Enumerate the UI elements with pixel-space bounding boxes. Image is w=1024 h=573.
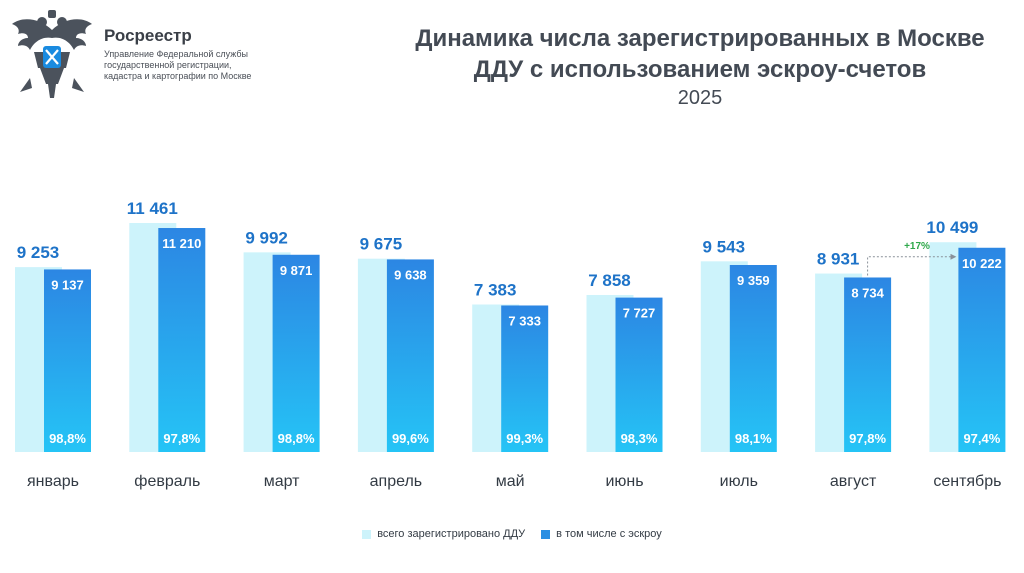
total-value-label: 7 383 <box>474 280 517 299</box>
growth-arrow <box>867 253 957 276</box>
total-value-label: 9 253 <box>17 243 60 262</box>
bar-escrow <box>958 247 1006 452</box>
category-label: январь <box>27 473 79 490</box>
bar-escrow <box>272 254 320 452</box>
total-value-label: 9 675 <box>360 235 403 254</box>
escrow-value-label: 7 727 <box>623 306 656 321</box>
share-percent-label: 98,8% <box>49 431 86 446</box>
chart-title-line1: Динамика числа зарегистрированных в Моск… <box>415 25 985 52</box>
category-label: апрель <box>370 473 423 490</box>
category-label: май <box>496 473 525 490</box>
bar-escrow <box>44 269 91 452</box>
legend-item-escrow: в том числе с эскроу <box>541 528 662 540</box>
org-subtitle-line: Управление Федеральной службы <box>104 49 248 59</box>
chart-title-line2: ДДУ с использованием эскроу-счетов <box>473 56 927 83</box>
share-percent-label: 98,3% <box>621 431 658 446</box>
category-label: август <box>830 473 877 490</box>
legend-item-total: всего зарегистрировано ДДУ <box>362 528 525 540</box>
escrow-value-label: 9 638 <box>394 267 427 282</box>
total-value-label: 11 461 <box>127 199 178 218</box>
rosreestr-emblem-logo <box>12 10 92 98</box>
escrow-value-label: 9 871 <box>280 263 313 278</box>
bars-layer: 9 253 9 137 98,8% январь 11 461 11 210 97,8% фе… <box>15 199 1006 490</box>
category-label: сентябрь <box>933 473 1001 490</box>
share-percent-label: 97,8% <box>163 431 200 446</box>
escrow-value-label: 10 222 <box>962 256 1002 271</box>
bar-escrow <box>615 297 663 452</box>
category-label: февраль <box>134 473 200 490</box>
bar-escrow <box>844 277 892 452</box>
org-subtitle-line: кадастра и картографии по Москве <box>104 71 252 81</box>
total-value-label: 9 543 <box>703 237 746 256</box>
growth-annotation-label: +17% <box>904 241 930 252</box>
escrow-value-label: 9 359 <box>737 273 770 288</box>
escrow-value-label: 7 333 <box>508 313 541 328</box>
category-label: июнь <box>605 473 643 490</box>
legend-swatch-escrow <box>541 529 551 539</box>
total-value-label: 10 499 <box>926 218 978 237</box>
bar-escrow <box>158 228 206 452</box>
legend-label-escrow: в том числе с эскроу <box>556 528 662 540</box>
share-percent-label: 98,8% <box>278 431 315 446</box>
category-label: март <box>264 473 300 490</box>
org-name: Росреестр <box>104 26 192 45</box>
chart-subtitle-year: 2025 <box>677 87 723 109</box>
share-percent-label: 99,3% <box>506 431 543 446</box>
share-percent-label: 98,1% <box>735 431 772 446</box>
share-percent-label: 97,8% <box>849 431 886 446</box>
bar-escrow <box>501 305 549 452</box>
legend-label-total: всего зарегистрировано ДДУ <box>377 528 526 540</box>
escrow-value-label: 11 210 <box>162 236 201 251</box>
chart-legend: всего зарегистрировано ДДУ в том числе с… <box>0 528 1024 540</box>
org-subtitle: Управление Федеральной службы государств… <box>104 49 284 82</box>
bar-escrow <box>729 264 777 452</box>
escrow-value-label: 8 734 <box>851 285 884 300</box>
bar-escrow <box>386 259 434 452</box>
total-value-label: 8 931 <box>817 250 860 269</box>
share-percent-label: 99,6% <box>392 431 429 446</box>
legend-swatch-total <box>362 529 372 539</box>
share-percent-label: 97,4% <box>963 431 1000 446</box>
total-value-label: 9 992 <box>245 228 288 247</box>
org-subtitle-line: государственной регистрации, <box>104 60 232 70</box>
escrow-value-label: 9 137 <box>51 277 84 292</box>
category-label: июль <box>720 473 758 490</box>
total-value-label: 7 858 <box>588 271 631 290</box>
